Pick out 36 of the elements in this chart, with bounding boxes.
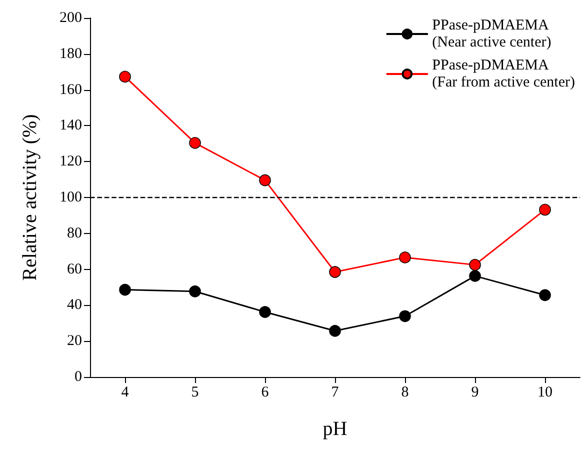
x-tick-label: 9 xyxy=(471,384,479,400)
y-tick-label: 160 xyxy=(60,82,82,98)
point xyxy=(539,204,551,216)
point xyxy=(469,258,481,271)
point xyxy=(399,252,411,264)
x-tick-label: 8 xyxy=(401,384,409,400)
x-tick-label: 7 xyxy=(331,384,340,400)
y-tick-label: 40 xyxy=(67,297,82,314)
point xyxy=(189,285,201,298)
point xyxy=(189,137,201,149)
y-tick-label: 20 xyxy=(67,333,82,350)
x-tick-label: 5 xyxy=(191,384,199,400)
point xyxy=(329,324,341,337)
point xyxy=(399,310,411,322)
y-tick-label: 0 xyxy=(74,369,82,385)
x-tick-label: 4 xyxy=(121,384,130,400)
point xyxy=(119,70,131,83)
y-tick-label: 60 xyxy=(67,261,82,278)
y-tick-label: 140 xyxy=(60,118,82,134)
legend-label: PPase-pDMAEMA (Near active center) xyxy=(432,18,552,50)
y-tick-label: 200 xyxy=(60,10,82,26)
point xyxy=(259,306,271,318)
y-tick-label: 100 xyxy=(60,190,82,206)
point xyxy=(329,266,341,278)
point xyxy=(469,270,481,282)
y-tick-label: 80 xyxy=(67,225,82,242)
y-axis-title: Relative activity (%) xyxy=(19,114,41,281)
y-tick-label: 180 xyxy=(60,46,82,62)
point xyxy=(119,284,131,296)
point xyxy=(539,289,551,302)
x-tick-label: 10 xyxy=(538,384,552,400)
point xyxy=(259,174,271,186)
x-tick-label: 6 xyxy=(261,384,270,400)
y-tick-label: 120 xyxy=(60,154,82,170)
x-axis-title: pH xyxy=(322,418,348,440)
legend-label: PPase-pDMAEMA (Far from active center) xyxy=(432,58,576,90)
